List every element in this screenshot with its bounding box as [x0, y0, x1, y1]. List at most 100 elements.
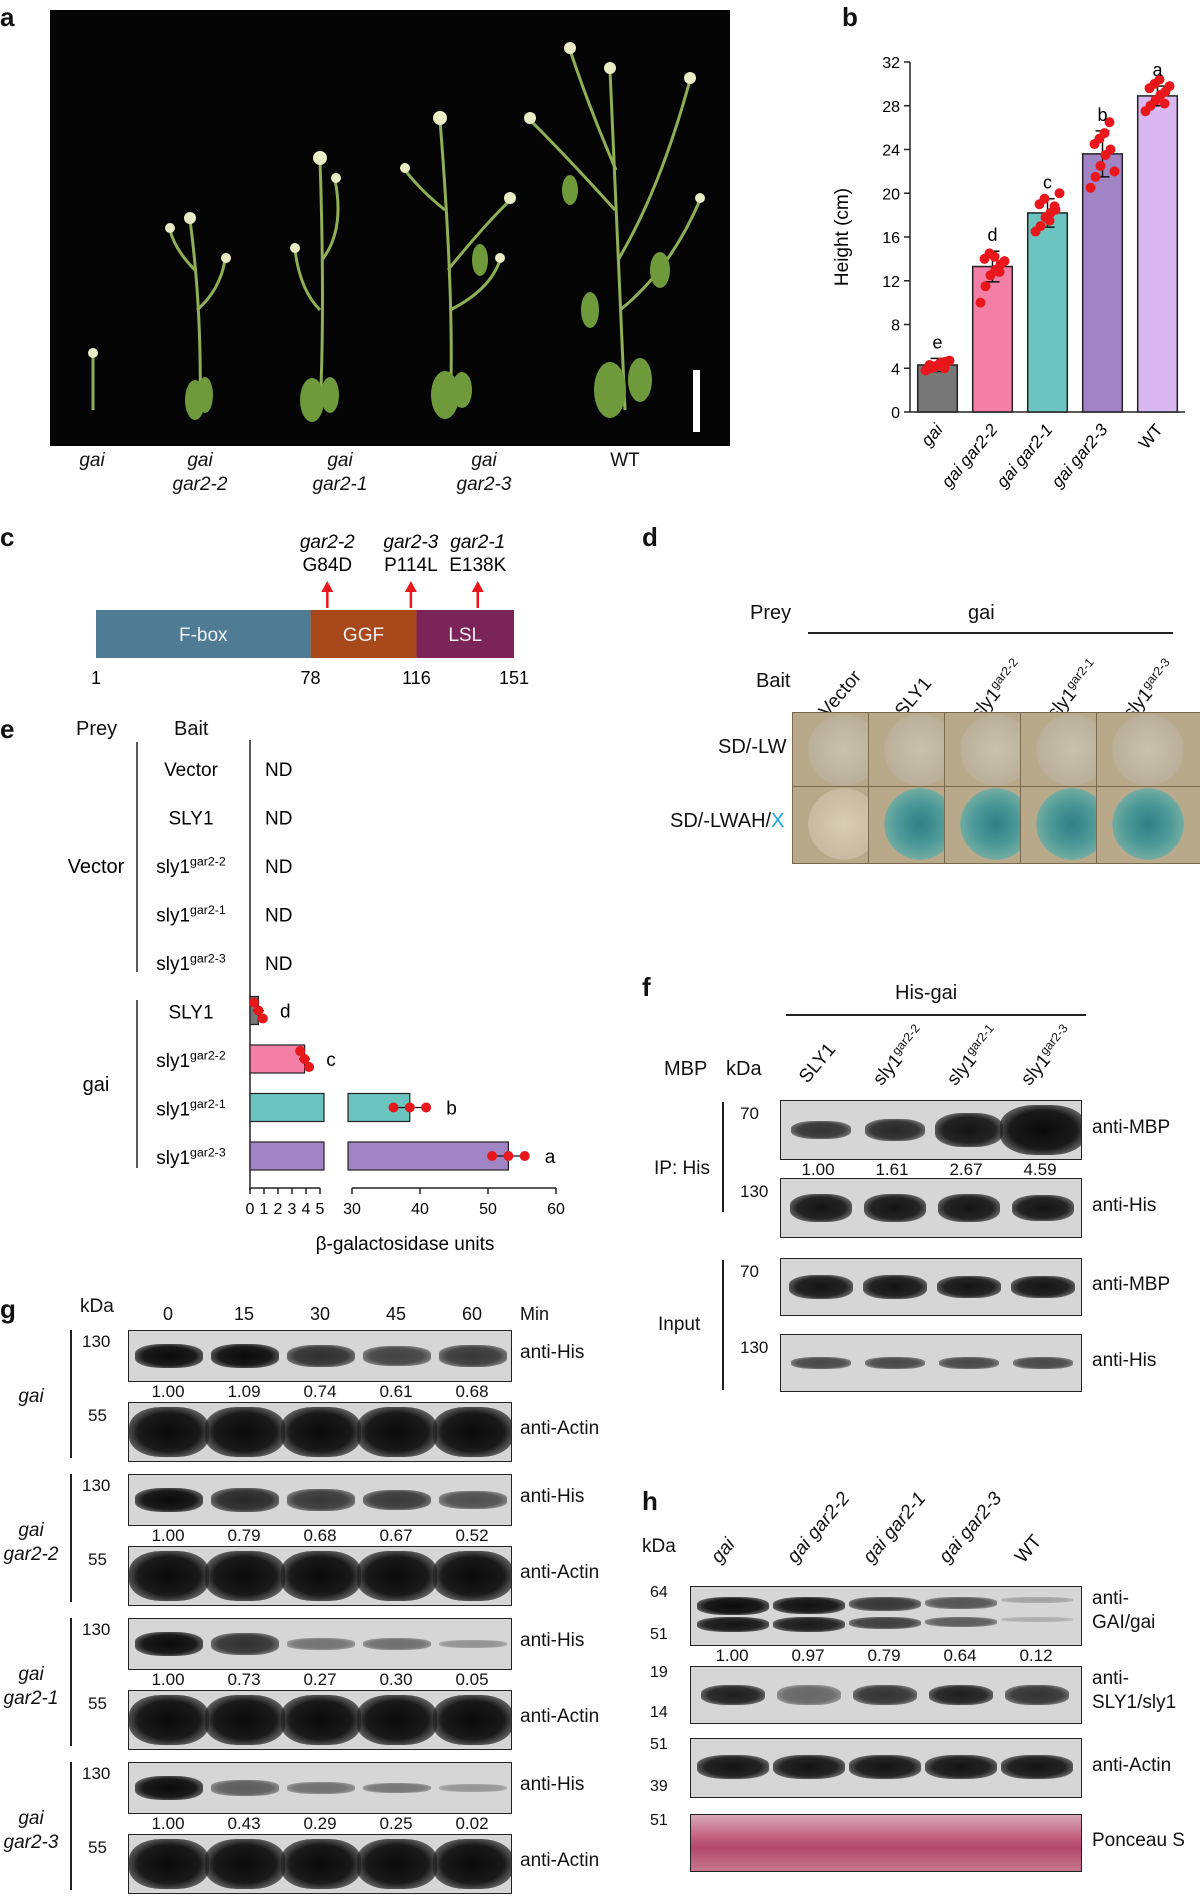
domain-lsl	[416, 610, 514, 658]
x-axis-title: β-galactosidase units	[316, 1234, 495, 1255]
antibody-label-h: anti-	[1092, 1588, 1129, 1609]
sly1-band	[701, 1685, 765, 1705]
bait-row-label: sly1gar2-2	[156, 854, 226, 878]
gai-band-upper	[1001, 1597, 1073, 1603]
not-detected-label: ND	[265, 954, 292, 975]
quantification-h: 0.64	[943, 1646, 977, 1665]
data-point	[295, 1046, 306, 1056]
label-base: sly1	[156, 1148, 190, 1169]
his-gai-title: His-gai	[895, 982, 958, 1004]
yeast-spot	[960, 788, 1032, 860]
data-point	[1039, 193, 1050, 204]
medium-name: SD/-LW	[718, 736, 787, 758]
data-point	[1164, 81, 1175, 92]
genotype-label-a-line2: gar2-3	[456, 474, 512, 495]
gai-band-lower	[1001, 1617, 1073, 1622]
actin-band	[129, 1839, 209, 1889]
x-tick-label: 30	[343, 1201, 361, 1218]
actin-band	[205, 1407, 285, 1457]
kda-marker-top: 51	[650, 1812, 668, 1829]
lane-label-h: gai	[707, 1534, 740, 1568]
not-detected-label: ND	[265, 809, 292, 830]
his-band	[363, 1782, 431, 1794]
actin-band	[433, 1551, 511, 1601]
yeast-spot	[1036, 788, 1108, 860]
antibody-label-his: anti-His	[520, 1774, 585, 1795]
western-blot-h	[690, 1738, 1082, 1798]
quantification-g: 0.05	[455, 1670, 489, 1689]
label-base: sly1	[1017, 1050, 1055, 1090]
y-tick-label: 20	[882, 186, 900, 203]
sly1-band	[853, 1685, 917, 1705]
beta-gal-bar-left	[249, 1092, 325, 1123]
genotype-label-g-line2: gar2-1	[3, 1688, 59, 1709]
blot-band	[865, 1357, 925, 1369]
medium-label: SD/-LW	[718, 736, 787, 759]
lane-label-h: gai gar2-3	[935, 1488, 1007, 1568]
minutes-label: Min	[520, 1304, 550, 1324]
quantification-g: 0.02	[455, 1814, 489, 1833]
kda-marker-actin: 55	[88, 1406, 107, 1425]
actin-band	[433, 1407, 511, 1457]
mutation-change: P114L	[384, 555, 438, 576]
panel-label-g: g	[0, 1294, 16, 1324]
quantification-h: 0.79	[867, 1646, 901, 1665]
section-label-ip: IP: His	[654, 1158, 710, 1179]
panel-label-c: c	[0, 522, 15, 552]
quantification-g: 0.68	[455, 1382, 489, 1401]
sly1-band	[1005, 1685, 1069, 1705]
bait-row-label: SLY1	[168, 1003, 213, 1024]
mutation-arrow-head	[471, 581, 484, 592]
label-superscript: gar2-1	[190, 1097, 226, 1111]
label-superscript: gar2-2	[987, 655, 1021, 692]
residue-position: 78	[301, 668, 321, 688]
label-base: Vector	[164, 760, 219, 781]
data-point	[487, 1151, 498, 1161]
his-gai-line	[786, 1014, 1086, 1016]
data-point	[1049, 201, 1060, 212]
data-point	[1085, 182, 1096, 193]
western-blot-f	[780, 1178, 1082, 1238]
label-base: sly1	[869, 1050, 907, 1090]
kda-marker-bottom: 14	[650, 1704, 668, 1721]
quantification-g: 1.09	[227, 1382, 261, 1401]
label-superscript: gar2-1	[963, 1021, 997, 1058]
genotype-bracket	[70, 1330, 72, 1458]
label-base: SLY1	[168, 1003, 213, 1024]
quantification-g: 0.73	[227, 1670, 261, 1689]
data-point	[503, 1151, 514, 1161]
x-tick-label: 2	[274, 1201, 283, 1218]
actin-band	[433, 1695, 511, 1745]
label-base: SLY1	[168, 809, 213, 830]
quantification-g: 0.79	[227, 1526, 261, 1545]
kda-marker-actin: 55	[88, 1694, 107, 1713]
genotype-label-a: gai	[187, 450, 213, 471]
gai-band-upper	[697, 1597, 769, 1615]
genotype-label-a: gai	[327, 450, 353, 471]
genotype-label-a-line2: gar2-2	[172, 474, 228, 495]
panel-label-d: d	[642, 522, 658, 552]
bar	[1026, 212, 1069, 413]
panel-label-h: h	[642, 1486, 658, 1516]
significance-letter: d	[280, 1002, 291, 1023]
data-point	[421, 1102, 432, 1113]
western-blot-h	[690, 1586, 1082, 1646]
kda-marker-actin: 55	[88, 1550, 107, 1569]
antibody-label-h-line2: SLY1/sly1	[1092, 1692, 1177, 1713]
blot-band	[789, 1275, 853, 1299]
his-band	[287, 1782, 355, 1794]
yeast-spot	[884, 788, 956, 860]
kda-marker-f: 130	[740, 1182, 769, 1201]
gai-band-lower	[925, 1617, 997, 1628]
sly1-band	[777, 1685, 841, 1705]
category-label: gai gar2-1	[993, 420, 1057, 491]
his-band	[439, 1640, 507, 1648]
x-tick-label: 1	[260, 1201, 269, 1218]
group-label: gai	[83, 1074, 110, 1096]
bait-row-label: sly1gar2-1	[156, 903, 226, 927]
actin-band	[205, 1695, 285, 1745]
his-blot	[128, 1762, 512, 1814]
y-axis-title: Height (cm)	[832, 188, 853, 286]
mutation-change: E138K	[449, 555, 506, 576]
